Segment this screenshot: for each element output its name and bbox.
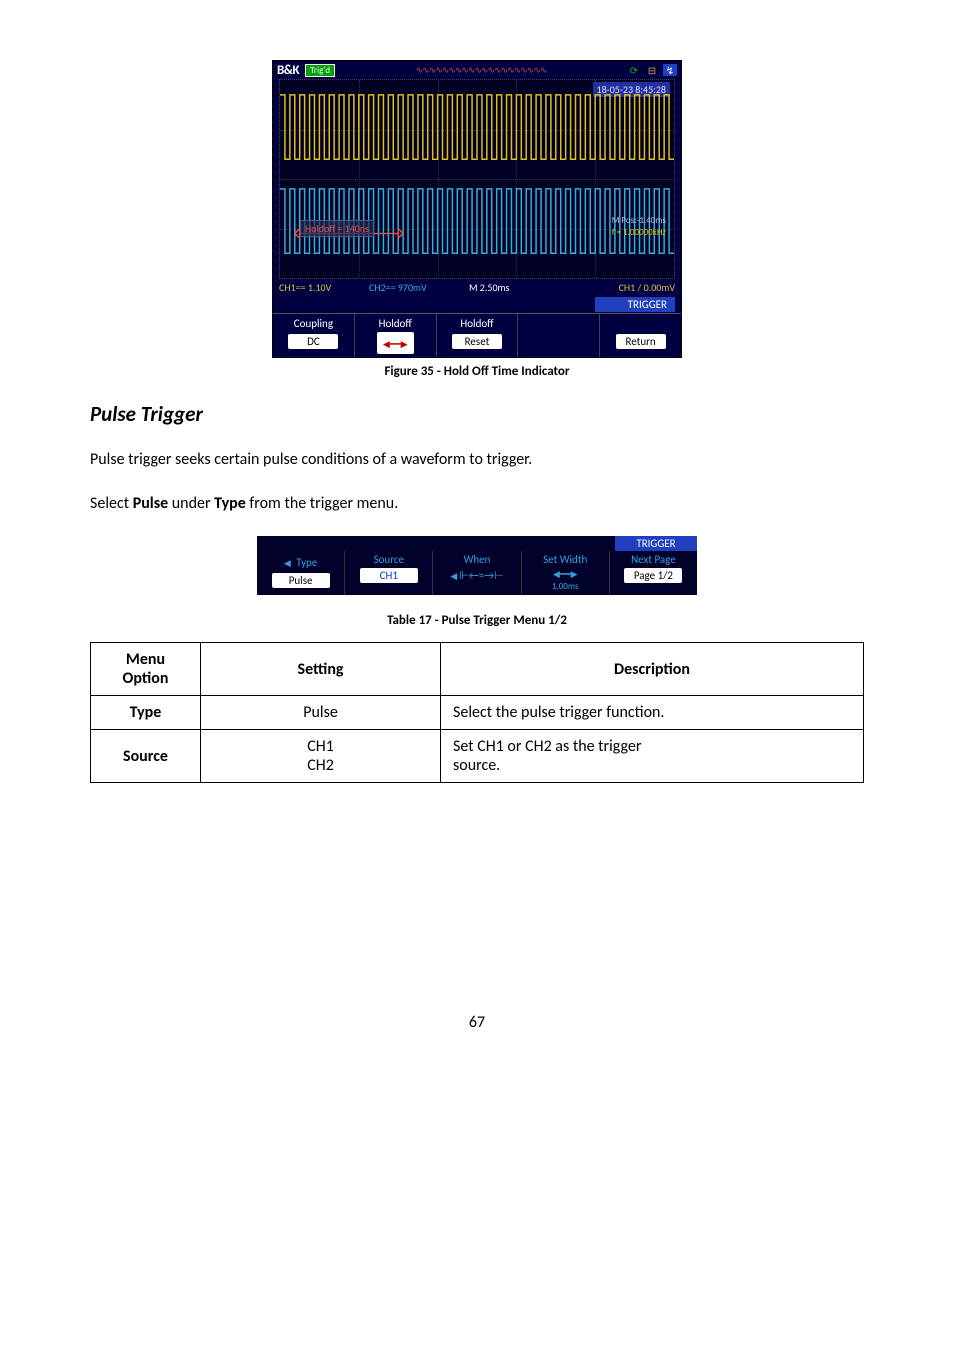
oscilloscope-screenshot: B&K Trig'd ∿∿∿∿∿∿∿∿∿∿∿∿∿∿∿∿∿∿∿∿ ⟳ ⊟ ↯ 18… [272, 60, 682, 358]
menu-label: Set Width [522, 553, 609, 566]
trigger-menu-label: TRIGGER [615, 536, 697, 551]
softkey-label: Holdoff [355, 317, 436, 330]
setting-cell: Pulse [201, 696, 441, 730]
menu-cell-source: Source CH1 [345, 551, 433, 595]
softkey-coupling: Coupling DC [273, 314, 355, 357]
table-row: Type Pulse Select the pulse trigger func… [91, 696, 864, 730]
waveform-display: 18-05-23 8:45:28 Holdoff = 140ns M Pos: [279, 79, 675, 279]
ch2-readout: CH2== 970mV [369, 281, 469, 294]
menu-cell-nextpage: Next Page Page 1/2 [610, 551, 697, 595]
setting-line: CH2 [307, 756, 334, 775]
power-icon: ↯ [663, 64, 677, 76]
menu-label: Next Page [610, 553, 697, 566]
table-caption: Table 17 - Pulse Trigger Menu 1/2 [90, 613, 864, 628]
column-header: Setting [201, 643, 441, 696]
left-caret-icon: ◀ [284, 558, 293, 569]
text: Select [90, 494, 133, 513]
memory-indicator: ∿∿∿∿∿∿∿∿∿∿∿∿∿∿∿∿∿∿∿∿ [335, 65, 627, 76]
adjust-arrows-icon: ◀━━▶ [522, 569, 609, 580]
softkey-value: DC [288, 334, 338, 349]
menu-label: When [433, 553, 520, 566]
setting-cell: CH1 CH2 [201, 730, 441, 783]
table-header-row: Menu Option Setting Description [91, 643, 864, 696]
softkey-row: Coupling DC Holdoff ◀━━▶ Holdoff Reset R… [273, 313, 681, 357]
pulse-condition-glyph: ⊩←=→⊢ [459, 569, 504, 582]
section-heading: Pulse Trigger [90, 401, 864, 427]
page-number: 67 [90, 1013, 864, 1032]
left-caret-icon: ◀ [450, 571, 457, 582]
menu-label: Source [345, 553, 432, 566]
trigger-menu-figure: TRIGGER ◀ Type Pulse Source CH1 When ◀⊩←… [90, 536, 864, 595]
bold-text: Type [214, 494, 246, 513]
desc-line: source. [453, 756, 500, 775]
menu-cell-when: When ◀⊩←=→⊢ [433, 551, 521, 595]
m-position-readout: M Pos:-1.40ms [612, 215, 666, 226]
trig-status-badge: Trig'd [305, 64, 335, 77]
softkey-value: Return [616, 334, 666, 349]
setting-line: CH1 [307, 737, 334, 756]
softkey-return: Return [600, 314, 681, 357]
menu-cell-setwidth: Set Width ◀━━▶ 1.00ms [522, 551, 610, 595]
bk-logo: B&K [277, 63, 299, 78]
ch1-readout: CH1== 1.10V [279, 281, 369, 294]
text: under [168, 494, 214, 513]
timebase-readout: M 2.50ms [469, 281, 580, 294]
softkey-label: Holdoff [437, 317, 518, 330]
menu-cells: ◀ Type Pulse Source CH1 When ◀⊩←=→⊢ Set … [257, 551, 697, 595]
trigger-menu-strip: TRIGGER ◀ Type Pulse Source CH1 When ◀⊩←… [257, 536, 697, 595]
waveforms [280, 80, 674, 278]
softkey-holdoff-adjust: Holdoff ◀━━▶ [355, 314, 437, 357]
softkey-label: Coupling [273, 317, 354, 330]
softkey-holdoff-reset: Holdoff Reset [437, 314, 519, 357]
menu-cell-type: ◀ Type Pulse [257, 551, 345, 595]
menu-value: Pulse [272, 573, 330, 588]
scope-header: B&K Trig'd ∿∿∿∿∿∿∿∿∿∿∿∿∿∿∿∿∿∿∿∿ ⟳ ⊟ ↯ [273, 61, 681, 79]
menu-value: CH1 [360, 568, 418, 583]
status-icons: ⟳ ⊟ ↯ [627, 64, 677, 76]
option-cell: Source [91, 730, 201, 783]
channel-readouts: CH1== 1.10V CH2== 970mV M 2.50ms CH1 / 0… [273, 279, 681, 296]
figure-35: B&K Trig'd ∿∿∿∿∿∿∿∿∿∿∿∿∿∿∿∿∿∿∿∿ ⟳ ⊟ ↯ 18… [90, 60, 864, 358]
bold-text: Pulse [133, 494, 168, 513]
trigger-menu-label: TRIGGER [595, 297, 675, 312]
storage-icon: ⊟ [645, 64, 659, 76]
holdoff-indicator: Holdoff = 140ns [300, 220, 374, 237]
description-cell: Select the pulse trigger function. [441, 696, 864, 730]
options-table: Menu Option Setting Description Type Pul… [90, 642, 864, 783]
trigger-level-readout: CH1 / 0.00mV [580, 281, 675, 294]
width-value: 1.00ms [522, 581, 609, 592]
cycle-icon: ⟳ [627, 64, 641, 76]
table-row: Source CH1 CH2 Set CH1 or CH2 as the tri… [91, 730, 864, 783]
adjust-arrows-icon: ◀━━▶ [377, 332, 414, 354]
description-cell: Set CH1 or CH2 as the trigger source. [441, 730, 864, 783]
desc-line: Set CH1 or CH2 as the trigger [453, 737, 641, 756]
text: from the trigger menu. [246, 494, 398, 513]
option-cell: Type [91, 696, 201, 730]
column-header: Menu Option [91, 643, 201, 696]
frequency-readout: f = 1.00000kHz [612, 227, 666, 238]
menu-value: Page 1/2 [624, 568, 682, 583]
softkey-empty [518, 314, 600, 357]
menu-label: Type [296, 556, 317, 569]
column-header: Description [441, 643, 864, 696]
paragraph: Select Pulse under Type from the trigger… [90, 493, 864, 515]
paragraph: Pulse trigger seeks certain pulse condit… [90, 449, 864, 471]
softkey-value: Reset [452, 334, 502, 349]
figure-caption: Figure 35 - Hold Off Time Indicator [90, 364, 864, 379]
